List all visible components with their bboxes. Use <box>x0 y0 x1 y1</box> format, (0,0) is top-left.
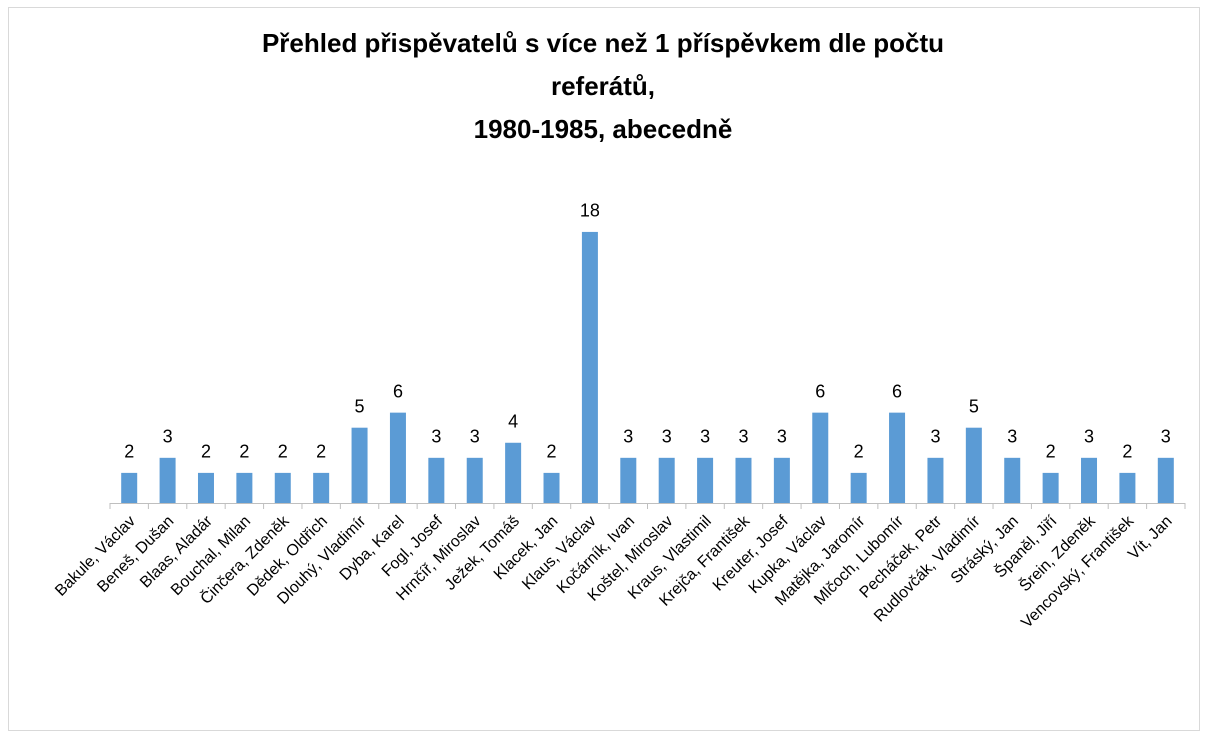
bar <box>505 442 522 503</box>
bar <box>620 457 637 503</box>
bar <box>965 427 982 503</box>
data-label: 2 <box>124 442 134 462</box>
bar <box>697 457 714 503</box>
data-label: 2 <box>1122 442 1132 462</box>
bar <box>121 472 138 503</box>
bar <box>428 457 445 503</box>
bar <box>850 472 867 503</box>
data-label: 3 <box>738 427 748 447</box>
bar <box>773 457 790 503</box>
chart-title: 1980-1985, abecedně <box>474 114 733 144</box>
bar <box>1081 457 1098 503</box>
bar <box>658 457 675 503</box>
bar <box>543 472 560 503</box>
bar <box>812 412 829 503</box>
bar <box>889 412 906 503</box>
bar <box>389 412 406 503</box>
bar <box>236 472 253 503</box>
bar <box>313 472 330 503</box>
bar <box>581 231 598 504</box>
data-label: 2 <box>278 442 288 462</box>
data-label: 3 <box>662 427 672 447</box>
bar <box>159 457 176 503</box>
bar <box>1004 457 1021 503</box>
bar <box>1042 472 1059 503</box>
data-label: 3 <box>470 427 480 447</box>
data-label: 3 <box>1007 427 1017 447</box>
chart-title: Přehled přispěvatelů s více než 1 příspě… <box>262 28 944 58</box>
data-label: 2 <box>316 442 326 462</box>
chart-border <box>8 7 1200 731</box>
chart-title: referátů, <box>551 71 655 101</box>
data-label: 3 <box>163 427 173 447</box>
data-label: 4 <box>508 412 518 432</box>
bar <box>197 472 214 503</box>
data-label: 3 <box>1084 427 1094 447</box>
data-label: 2 <box>1046 442 1056 462</box>
data-label: 3 <box>623 427 633 447</box>
bar <box>1119 472 1136 503</box>
data-label: 6 <box>815 381 825 401</box>
data-label: 3 <box>700 427 710 447</box>
data-label: 2 <box>201 442 211 462</box>
data-label: 2 <box>854 442 864 462</box>
data-label: 2 <box>547 442 557 462</box>
data-label: 3 <box>930 427 940 447</box>
data-label: 3 <box>431 427 441 447</box>
bar <box>466 457 483 503</box>
data-label: 6 <box>393 381 403 401</box>
data-label: 5 <box>969 396 979 416</box>
data-label: 6 <box>892 381 902 401</box>
data-label: 5 <box>355 396 365 416</box>
data-label: 18 <box>580 201 600 221</box>
data-label: 2 <box>239 442 249 462</box>
bar <box>735 457 752 503</box>
bar <box>1157 457 1174 503</box>
bar <box>274 472 291 503</box>
data-label: 3 <box>777 427 787 447</box>
bar <box>927 457 944 503</box>
bar <box>351 427 368 503</box>
data-label: 3 <box>1161 427 1171 447</box>
